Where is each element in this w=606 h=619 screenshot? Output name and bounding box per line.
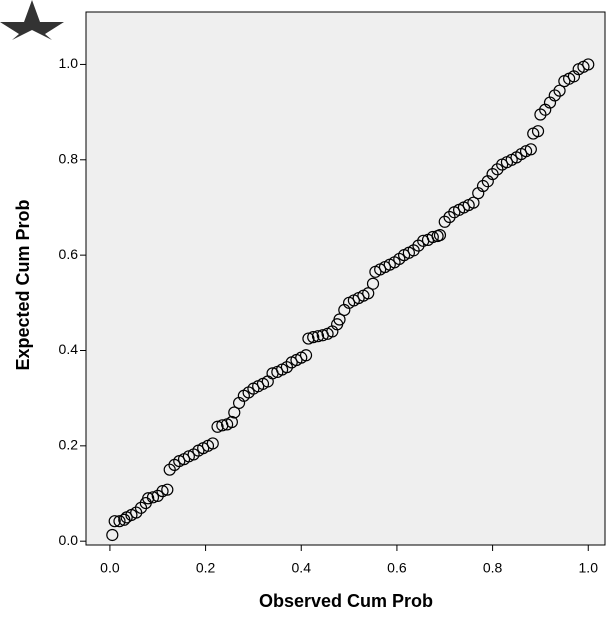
point — [333, 313, 346, 326]
point — [486, 167, 499, 181]
point — [302, 332, 315, 345]
point — [443, 210, 456, 224]
point — [142, 492, 155, 505]
x-tick-label: 0.6 — [387, 560, 407, 576]
point — [362, 287, 375, 300]
y-tick-label: 0.6 — [59, 246, 79, 262]
point — [113, 515, 126, 528]
point — [548, 89, 561, 102]
x-tick-label: 0.4 — [292, 560, 312, 576]
point — [433, 229, 447, 242]
point — [438, 215, 451, 228]
point — [225, 415, 238, 429]
watermark-star — [0, 0, 64, 40]
x-tick-label: 0.2 — [196, 560, 216, 576]
point — [146, 491, 160, 504]
y-tick-label: 0.2 — [59, 437, 79, 453]
x-axis-title: Observed Cum Prob — [259, 591, 433, 611]
plot-area — [85, 11, 606, 546]
x-tick-label: 0.8 — [483, 560, 503, 576]
point — [280, 361, 294, 374]
point — [161, 483, 174, 496]
point — [553, 84, 566, 97]
point — [467, 196, 480, 209]
point — [211, 420, 224, 433]
y-tick-label: 0.4 — [59, 341, 79, 357]
point — [534, 108, 547, 121]
y-tick-label: 0.8 — [59, 150, 79, 166]
point — [108, 515, 121, 528]
point — [524, 143, 537, 156]
point — [307, 331, 320, 344]
point — [228, 406, 241, 419]
point — [531, 125, 545, 138]
y-axis-title: Expected Cum Prob — [13, 199, 33, 370]
point — [491, 163, 504, 176]
point — [130, 506, 143, 519]
point — [151, 489, 164, 502]
point — [156, 485, 169, 498]
x-tick-label: 0.0 — [100, 560, 120, 576]
point — [582, 58, 595, 71]
point — [106, 528, 119, 542]
point — [299, 349, 313, 362]
point — [426, 230, 439, 244]
point — [407, 244, 420, 257]
point — [476, 179, 490, 193]
point — [206, 437, 219, 450]
y-tick-label: 1.0 — [59, 55, 79, 71]
y-tick-label: 0.0 — [59, 532, 79, 548]
x-tick-label: 1.0 — [579, 560, 599, 576]
point — [366, 277, 380, 290]
point — [311, 330, 325, 343]
point — [412, 239, 425, 252]
point — [134, 501, 148, 514]
point — [163, 463, 176, 476]
